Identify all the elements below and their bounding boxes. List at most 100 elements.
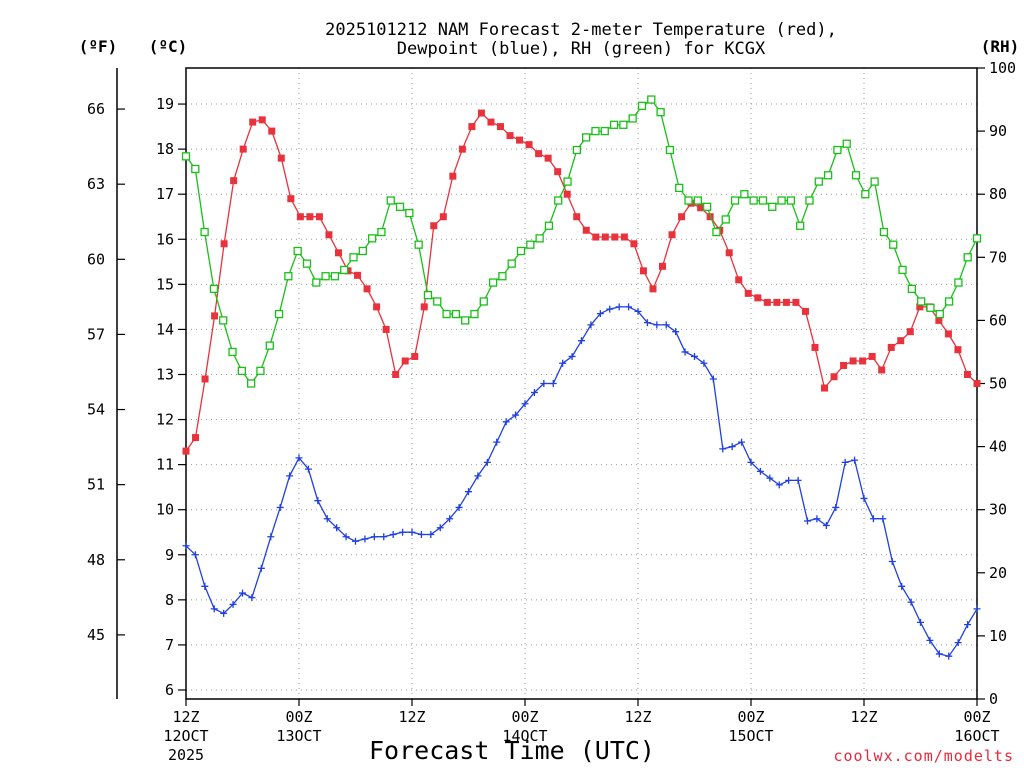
- temperature-series: [182, 109, 981, 455]
- temperature-point: [525, 141, 533, 149]
- fahrenheit-tick-label: 60: [87, 250, 105, 268]
- celsius-tick-label: 19: [156, 95, 174, 113]
- temperature-point: [496, 123, 504, 131]
- temperature-point: [306, 213, 314, 221]
- temperature-point: [944, 330, 952, 338]
- temperature-point: [792, 298, 800, 306]
- celsius-tick-label: 11: [156, 456, 174, 474]
- rh-tick-label: 0: [989, 690, 998, 708]
- celsius-tick-label: 12: [156, 411, 174, 429]
- temperature-point: [201, 375, 209, 383]
- temperature-point: [268, 127, 276, 135]
- rh-point: [675, 183, 684, 193]
- dewpoint-point: [860, 494, 868, 502]
- celsius-tick-label: 13: [156, 365, 174, 383]
- dewpoint-point: [945, 652, 953, 660]
- celsius-tick-label: 16: [156, 230, 174, 248]
- celsius-axis-ticks: 6 7 8 9 10 11 12 13 14 15 16 17 18 19: [156, 95, 186, 699]
- dewpoint-point: [333, 524, 341, 532]
- dewpoint-point: [851, 456, 859, 464]
- dewpoint-point: [417, 530, 425, 538]
- rh-point: [582, 133, 591, 142]
- time-tick-label-hour: 00Z: [511, 708, 538, 726]
- temperature-point: [611, 233, 619, 241]
- dewpoint-point: [399, 528, 407, 536]
- celsius-tick-label: 8: [165, 591, 174, 609]
- rh-point: [730, 196, 740, 205]
- rh-point: [219, 316, 228, 325]
- dewpoint-point: [502, 418, 510, 426]
- dewpoint-point: [964, 621, 972, 629]
- temperature-point: [754, 294, 762, 302]
- dewpoint-point: [587, 321, 595, 329]
- rh-point: [823, 171, 833, 180]
- temperature-point: [592, 233, 600, 241]
- rh-point: [879, 227, 889, 237]
- temperature-point: [668, 231, 676, 239]
- rh-tick-label: 50: [989, 375, 1007, 393]
- rh-point: [702, 202, 712, 211]
- dewpoint-point: [681, 348, 689, 356]
- fahrenheit-unit-label: (ºF): [79, 37, 118, 56]
- rh-point: [414, 240, 423, 249]
- time-tick-label-hour: 12Z: [172, 708, 199, 726]
- temperature-point: [935, 316, 943, 324]
- dewpoint-point: [257, 564, 265, 572]
- dewpoint-point: [483, 458, 491, 466]
- time-tick-label-hour: 12Z: [624, 708, 651, 726]
- dewpoint-point: [342, 533, 350, 541]
- dewpoint-point: [191, 551, 199, 559]
- dewpoint-point: [672, 328, 680, 336]
- temperature-point: [382, 325, 390, 333]
- dewpoint-point: [907, 598, 915, 606]
- dewpoint-point: [954, 639, 962, 647]
- rh-point: [349, 253, 358, 262]
- temperature-point: [258, 116, 266, 124]
- temperature-point: [840, 361, 848, 369]
- temperature-point: [325, 231, 333, 239]
- temperature-point: [554, 168, 562, 176]
- rh-point: [265, 341, 274, 350]
- temperature-point: [601, 233, 609, 241]
- dewpoint-point: [474, 472, 482, 480]
- celsius-tick-label: 14: [156, 320, 174, 338]
- temperature-point: [916, 303, 924, 311]
- time-tick-label-hour: 12Z: [850, 708, 877, 726]
- rh-point: [293, 246, 302, 256]
- rh-point: [898, 265, 907, 275]
- dewpoint-point: [935, 650, 943, 658]
- dewpoint-point: [389, 530, 397, 538]
- rh-axis-ticks: 0 10 20 30 40 50 60 70 80 90 100: [977, 59, 1016, 708]
- rh-point: [544, 221, 554, 230]
- temperature-point: [963, 370, 971, 378]
- rh-unit-label: (RH): [981, 37, 1020, 56]
- rh-point: [274, 309, 284, 319]
- temperature-point: [906, 328, 914, 336]
- rh-series: [181, 95, 982, 388]
- temperature-point: [477, 109, 485, 117]
- rh-point: [507, 259, 516, 268]
- celsius-tick-label: 6: [165, 681, 174, 699]
- dewpoint-point: [182, 542, 190, 550]
- dewpoint-point: [427, 530, 435, 538]
- rh-point: [479, 297, 488, 306]
- temperature-point: [868, 352, 876, 360]
- rh-point: [191, 164, 200, 174]
- temperature-point: [849, 357, 857, 365]
- temperature-point: [878, 366, 886, 374]
- dewpoint-point: [832, 503, 840, 511]
- rh-point: [488, 278, 498, 287]
- rh-point: [340, 265, 349, 275]
- rh-point: [814, 177, 823, 186]
- rh-point: [442, 309, 451, 319]
- temperature-point: [859, 357, 867, 365]
- rh-point: [209, 284, 219, 294]
- dewpoint-point: [634, 307, 642, 315]
- x-axis-title: Forecast Time (UTC): [369, 736, 655, 765]
- temperature-point: [763, 298, 771, 306]
- rh-point: [796, 221, 805, 230]
- time-tick-label-year: 2025: [168, 746, 204, 764]
- temperature-point: [782, 298, 790, 306]
- rh-point: [917, 297, 926, 306]
